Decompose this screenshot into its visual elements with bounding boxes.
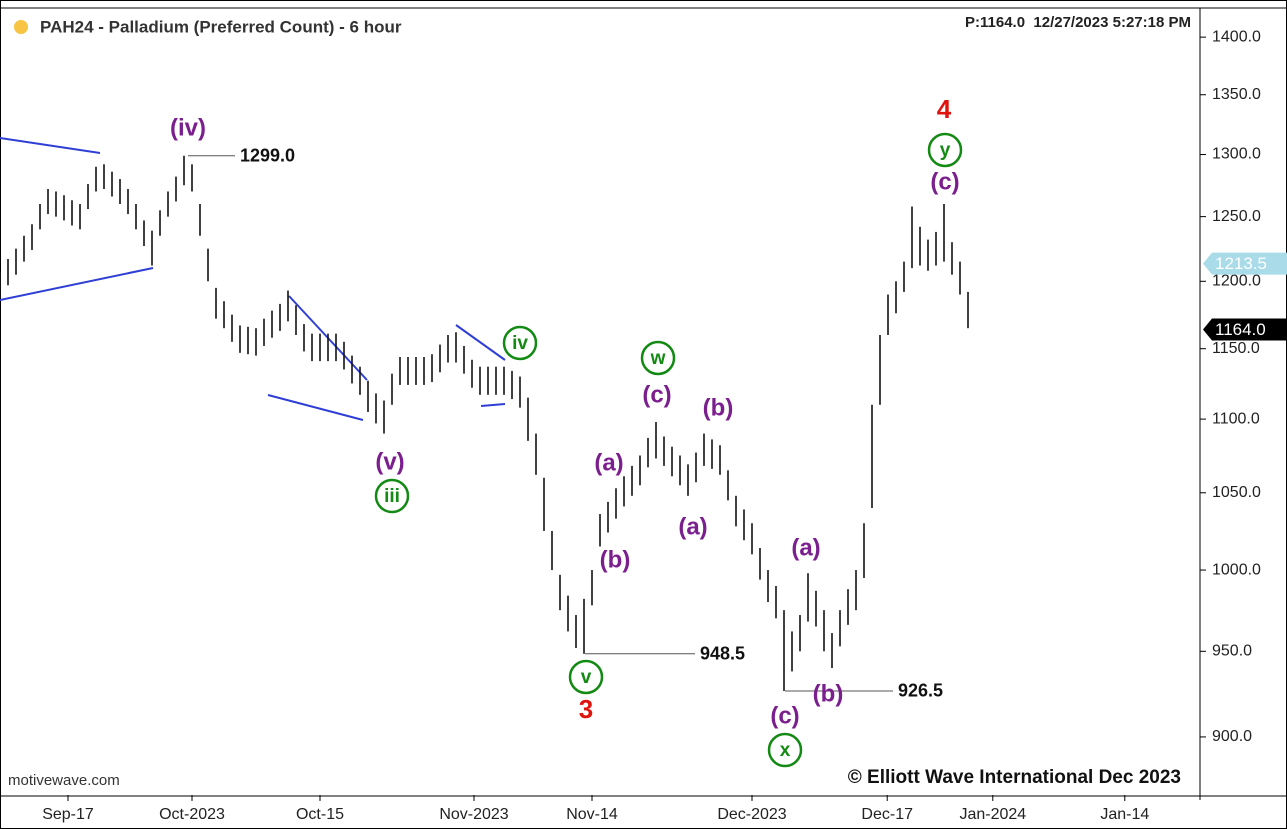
wave-label: 4 (937, 94, 952, 124)
wave-circle (767, 732, 803, 768)
wave-label: iv (512, 333, 528, 354)
price-marker-label: 1213.5 (1215, 254, 1267, 273)
x-tick-label: Nov-14 (566, 806, 618, 823)
y-tick-label: 1400.0 (1212, 28, 1261, 45)
trendline (267, 394, 364, 421)
wave-label: y (940, 140, 951, 161)
wave-label: v (581, 667, 592, 688)
x-tick-label: Jan-2024 (959, 806, 1026, 823)
wave-label: (v) (375, 448, 404, 475)
x-tick-label: Sep-17 (42, 806, 94, 823)
source: motivewave.com (8, 772, 120, 789)
x-tick-label: Oct-15 (296, 806, 344, 823)
y-tick-label: 1150.0 (1212, 340, 1260, 357)
x-tick-label: Jan-14 (1100, 806, 1149, 823)
wave-label: w (650, 348, 666, 369)
y-tick-label: 1000.0 (1212, 561, 1261, 578)
trendline (455, 324, 506, 361)
copyright: © Elliott Wave International Dec 2023 (848, 767, 1181, 788)
y-tick-label: 1300.0 (1212, 146, 1261, 163)
wave-circle (640, 340, 676, 376)
wave-circle (502, 325, 538, 361)
wave-label: (c) (930, 168, 959, 195)
y-tick-label: 950.0 (1212, 643, 1252, 660)
status-dot (14, 20, 28, 34)
wave-circle (374, 478, 410, 514)
callout-label: 948.5 (700, 644, 745, 664)
wave-label: (a) (791, 534, 820, 561)
wave-label: (b) (703, 394, 734, 421)
chart-title: PAH24 - Palladium (Preferred Count) - 6 … (40, 17, 402, 36)
wave-label: (a) (594, 449, 623, 476)
y-tick-label: 900.0 (1212, 728, 1252, 745)
wave-label: (c) (770, 702, 799, 729)
wave-label: (a) (678, 513, 707, 540)
y-tick-label: 1100.0 (1212, 410, 1260, 427)
wave-label: (b) (813, 680, 844, 707)
wave-circle (927, 132, 963, 168)
x-tick-label: Dec-17 (861, 806, 913, 823)
trendline (0, 267, 154, 301)
status-text: P:1164.0 12/27/2023 5:27:18 PM (965, 14, 1191, 31)
x-tick-label: Dec-2023 (717, 806, 786, 823)
wave-label: x (780, 740, 791, 761)
y-tick-label: 1350.0 (1212, 86, 1261, 103)
x-tick-label: Nov-2023 (439, 806, 508, 823)
price-marker (1203, 318, 1287, 341)
price-marker (1203, 252, 1287, 275)
wave-label: iii (384, 486, 400, 507)
y-tick-label: 1250.0 (1212, 208, 1261, 225)
callout-label: 926.5 (898, 681, 943, 701)
y-tick-label: 1200.0 (1212, 273, 1261, 290)
trendline (480, 403, 506, 407)
wave-circle (568, 659, 604, 695)
callout-label: 1299.0 (240, 145, 295, 165)
wave-label: (iv) (170, 114, 206, 141)
price-marker-label: 1164.0 (1215, 320, 1266, 339)
wave-label: 3 (579, 694, 593, 724)
trendline (0, 137, 101, 154)
wave-label: (c) (642, 381, 671, 408)
wave-label: (b) (600, 546, 631, 573)
y-tick-label: 1050.0 (1212, 484, 1261, 501)
x-tick-label: Oct-2023 (159, 806, 225, 823)
